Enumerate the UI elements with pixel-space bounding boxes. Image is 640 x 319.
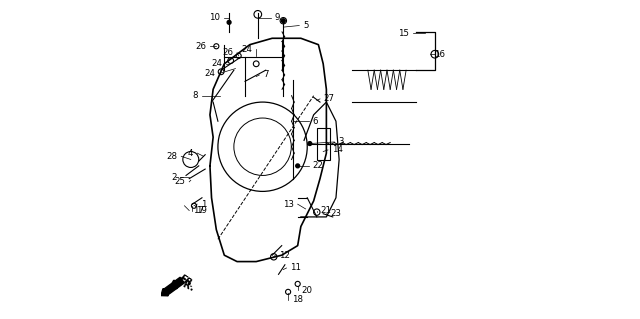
Text: FR.: FR.: [178, 274, 196, 290]
Text: 18: 18: [292, 295, 303, 304]
Text: 17: 17: [193, 206, 204, 215]
Text: 27: 27: [324, 94, 335, 103]
Text: 4: 4: [188, 149, 193, 158]
Text: 9: 9: [275, 13, 280, 22]
Circle shape: [308, 142, 312, 145]
Text: 12: 12: [279, 251, 290, 260]
Text: 7: 7: [263, 70, 269, 79]
Text: 16: 16: [434, 50, 445, 59]
Text: 23: 23: [330, 209, 341, 218]
Text: 26: 26: [195, 42, 206, 51]
Text: FR.: FR.: [175, 277, 195, 294]
Text: 6: 6: [313, 117, 318, 126]
Text: 24: 24: [241, 45, 252, 54]
Text: 19: 19: [196, 206, 207, 215]
Text: 24: 24: [205, 69, 216, 78]
Bar: [317, 128, 330, 160]
FancyArrow shape: [161, 277, 184, 296]
Text: 21: 21: [321, 206, 332, 215]
Text: 13: 13: [283, 200, 294, 209]
Text: 3: 3: [338, 137, 344, 146]
Text: 24: 24: [211, 59, 222, 68]
Text: 11: 11: [291, 263, 301, 272]
Text: 15: 15: [397, 29, 409, 38]
Text: 20: 20: [301, 286, 312, 295]
Circle shape: [296, 164, 300, 168]
Circle shape: [282, 19, 285, 23]
Text: 28: 28: [166, 152, 177, 161]
Text: 26: 26: [222, 48, 233, 57]
Text: 8: 8: [193, 91, 198, 100]
Text: 22: 22: [313, 161, 324, 170]
Text: 2: 2: [171, 173, 177, 182]
Text: 10: 10: [209, 13, 220, 22]
Circle shape: [227, 20, 231, 24]
Text: 14: 14: [332, 145, 343, 154]
Text: 5: 5: [303, 21, 308, 30]
Text: 1: 1: [201, 200, 207, 209]
Text: 25: 25: [174, 177, 186, 186]
